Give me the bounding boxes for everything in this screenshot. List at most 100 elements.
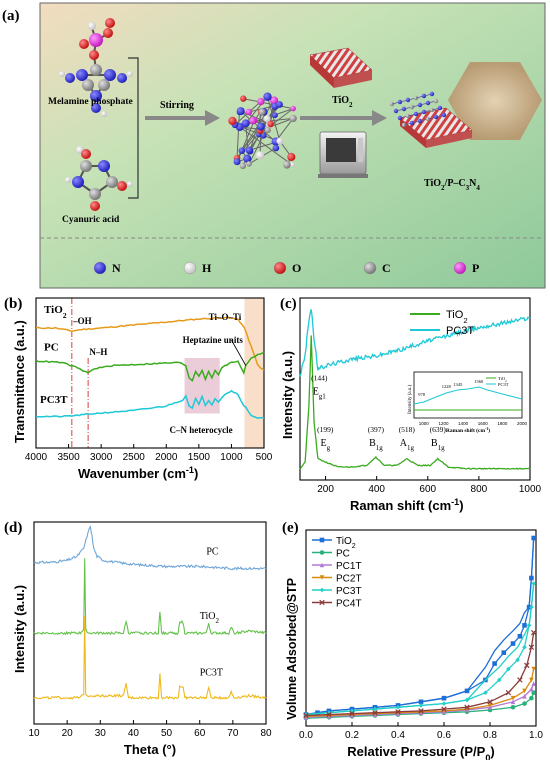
marker bbox=[441, 695, 447, 701]
panel-label: (e) bbox=[282, 520, 299, 536]
marker bbox=[326, 711, 332, 718]
marker bbox=[319, 587, 325, 593]
x-tick-label: 1000 bbox=[220, 452, 243, 463]
x-tick-label: 70 bbox=[227, 728, 239, 739]
inset-tick-label: 1200 bbox=[438, 421, 449, 426]
x-tick-label: 1.0 bbox=[529, 730, 543, 741]
heptazine-region bbox=[184, 358, 220, 414]
x-tick-label: 800 bbox=[471, 484, 488, 495]
series-label-tio2: TiO2 bbox=[200, 611, 220, 625]
marker bbox=[487, 703, 493, 708]
panel-c: 200 400 600 800 1000TiO2PC3T(144)Eg1(199)Eg(… bbox=[280, 296, 542, 513]
x-tick-label: 0.0 bbox=[299, 730, 313, 741]
legend-label: TiO2 bbox=[446, 309, 468, 325]
inset-legend-label: TiO2 bbox=[498, 376, 507, 383]
legend-label: PC1T bbox=[336, 561, 362, 572]
inset-tick-label: 1400 bbox=[458, 421, 469, 426]
marker bbox=[464, 704, 470, 710]
peak-value: (199) bbox=[317, 425, 334, 434]
series-label-tio2: TiO2 bbox=[44, 304, 67, 320]
series-line-desorption bbox=[305, 583, 535, 716]
marker bbox=[531, 535, 536, 541]
plot-frame bbox=[299, 297, 531, 481]
marker bbox=[418, 703, 424, 708]
peak-mode: Eg1 bbox=[313, 387, 327, 401]
marker bbox=[522, 688, 527, 694]
legend-label: PC3T bbox=[446, 325, 474, 337]
arrow-right-icon bbox=[145, 110, 220, 126]
marker bbox=[496, 677, 502, 683]
marker bbox=[418, 708, 424, 714]
marker bbox=[319, 537, 325, 543]
annotation-oh: –OH bbox=[72, 316, 92, 326]
series-line bbox=[305, 632, 535, 717]
marker bbox=[483, 690, 488, 695]
marker bbox=[319, 599, 325, 606]
legend-label: PC bbox=[336, 549, 350, 560]
series-line-tio bbox=[35, 316, 265, 371]
tio2-label: TiO2 bbox=[332, 95, 353, 109]
x-tick-label: 10 bbox=[28, 728, 40, 739]
annotation-arrow bbox=[231, 339, 247, 366]
inset-tick-label: 2000 bbox=[517, 421, 528, 426]
series-label-pc: PC bbox=[44, 342, 59, 354]
marker bbox=[372, 709, 378, 716]
marker bbox=[531, 681, 536, 686]
x-tick-label: 0.8 bbox=[483, 730, 497, 741]
inset-legend-label: PC3T bbox=[498, 382, 509, 387]
marker bbox=[515, 657, 520, 663]
legend-label: PC4T bbox=[336, 599, 362, 610]
peak-value: (639) bbox=[430, 425, 447, 434]
x-tick-label: 50 bbox=[161, 728, 173, 739]
x-axis-label: Raman shift (cm-1) bbox=[350, 497, 464, 513]
series-line-pc3t bbox=[35, 389, 265, 419]
series-line-pc bbox=[35, 351, 265, 383]
atom-o-icon bbox=[273, 261, 287, 275]
x-tick-label: 600 bbox=[419, 484, 436, 495]
tio2-crystal-icon bbox=[309, 47, 373, 88]
x-axis-label: Relative Pressure (P/P0) bbox=[347, 744, 494, 760]
melamine-molecule-icon bbox=[59, 18, 133, 117]
y-axis-label: Volume Adsorbed@STP bbox=[285, 578, 299, 720]
stirring-label: Stirring bbox=[160, 100, 194, 111]
x-tick-label: 2000 bbox=[155, 452, 178, 463]
x-tick-label: 0.6 bbox=[437, 730, 451, 741]
legend-label: TiO2 bbox=[336, 536, 356, 550]
atom-legend-label: O bbox=[292, 261, 301, 275]
peak-value: (518) bbox=[399, 425, 416, 434]
atom-n-icon bbox=[93, 261, 107, 275]
marker bbox=[524, 662, 530, 669]
annotation-cn: C–N heterocycle bbox=[170, 425, 233, 435]
peak-mode: B1g bbox=[369, 438, 383, 452]
inset-peak-label: 1560 bbox=[474, 379, 484, 384]
oven-icon bbox=[318, 131, 368, 178]
marker bbox=[531, 690, 536, 695]
series-line-pc3t bbox=[299, 309, 531, 377]
y-axis-label: Intensity (a.u.) bbox=[280, 351, 295, 439]
x-tick-label: 2500 bbox=[123, 452, 146, 463]
plot-frame bbox=[35, 297, 265, 449]
inset-x-label: Raman shift (cm-1) bbox=[446, 427, 490, 434]
inset-line-pc3t bbox=[413, 386, 523, 405]
inset-y-label: Intensity (a.u.) bbox=[408, 384, 413, 414]
inset-tick-label: 1600 bbox=[478, 421, 489, 426]
marker bbox=[522, 644, 527, 650]
marker bbox=[441, 701, 447, 706]
atom-legend-label: N bbox=[112, 261, 121, 275]
x-tick-label: 0.4 bbox=[391, 730, 405, 741]
annotation-nh: N–H bbox=[89, 347, 107, 357]
marker bbox=[319, 550, 325, 555]
marker bbox=[492, 661, 497, 666]
peak-value: (144) bbox=[311, 374, 328, 383]
series-pc4t bbox=[303, 629, 537, 719]
marker bbox=[505, 689, 512, 696]
x-tick-label: 60 bbox=[194, 728, 206, 739]
marker bbox=[522, 623, 527, 628]
legend-label: PC2T bbox=[336, 574, 362, 585]
series-pc3t bbox=[303, 581, 536, 717]
series-label-pc3t: PC3T bbox=[200, 668, 223, 679]
marker bbox=[529, 575, 534, 581]
atom-p-icon bbox=[453, 261, 467, 275]
